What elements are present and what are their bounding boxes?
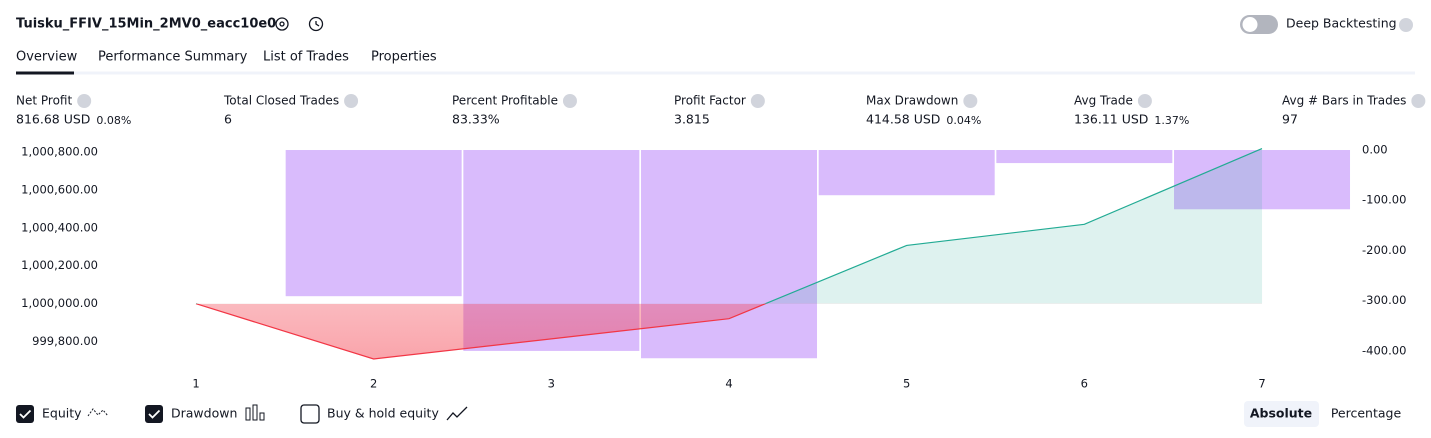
equity-icon — [87, 408, 109, 417]
metric-label: Max Drawdown — [866, 94, 958, 108]
y-tick-label: 1,000,800.00 — [21, 144, 98, 158]
tab[interactable]: Properties — [371, 50, 437, 65]
equity-line — [195, 148, 1263, 304]
x-tick-label: 2 — [370, 377, 377, 391]
metric-percent: 0.08% — [96, 114, 131, 127]
metric-value: 414.58 USD — [866, 112, 940, 127]
metric-label: Total Closed Trades — [223, 94, 339, 108]
metric-label: Net Profit — [16, 94, 72, 108]
metric-percent: 1.37% — [1154, 114, 1189, 127]
info-icon[interactable] — [963, 94, 978, 108]
tab[interactable]: List of Trades — [263, 50, 349, 65]
y-tick-label: 1,000,600.00 — [21, 182, 98, 196]
drawdown-bar — [818, 150, 995, 196]
metric-label: Avg # Bars in Trades — [1282, 94, 1406, 108]
x-tick-label: 6 — [1081, 377, 1088, 391]
metric-percent: 0.04% — [946, 114, 981, 127]
deep-backtesting-label: Deep Backtesting — [1286, 16, 1397, 31]
x-tick-label: 5 — [903, 377, 910, 391]
tab[interactable]: Overview — [16, 50, 78, 65]
info-icon[interactable] — [750, 94, 765, 108]
equity-area-negative — [196, 303, 766, 359]
y-tick-label: 1,000,400.00 — [21, 220, 98, 234]
help-icon[interactable] — [1399, 18, 1413, 32]
metric-value: 83.33% — [452, 112, 500, 127]
x-tick-label: 1 — [192, 377, 199, 391]
equity-checkbox[interactable] — [16, 405, 34, 423]
y2-tick-label: -300.00 — [1362, 293, 1406, 307]
legend-drawdown: Drawdown — [171, 406, 237, 421]
buy-hold-checkbox[interactable] — [300, 404, 320, 424]
drawdown-bar — [1174, 150, 1351, 210]
drawdown-bar — [996, 150, 1173, 164]
absolute-button[interactable]: Absolute — [1250, 406, 1312, 421]
equity-area-positive — [196, 148, 1263, 304]
tab[interactable]: Performance Summary — [98, 50, 248, 65]
legend-equity: Equity — [42, 406, 82, 421]
x-tick-label: 7 — [1258, 377, 1265, 391]
y2-tick-label: 0.00 — [1362, 143, 1388, 157]
metric-value: 3.815 — [674, 112, 710, 127]
metric-value: 816.68 USD — [16, 112, 90, 127]
drawdown-bar — [641, 150, 818, 359]
metric-value: 136.11 USD — [1074, 112, 1148, 127]
x-tick-label: 4 — [725, 377, 732, 391]
info-icon[interactable] — [562, 94, 577, 108]
metric-label: Profit Factor — [674, 94, 746, 108]
y-tick-label: 1,000,200.00 — [21, 258, 98, 272]
y2-tick-label: -100.00 — [1362, 193, 1406, 207]
replay-icon[interactable] — [308, 16, 324, 32]
metric-value: 6 — [224, 112, 232, 127]
deep-backtesting-toggle[interactable] — [1240, 15, 1278, 34]
drawdown-checkbox[interactable] — [145, 405, 163, 423]
metric-label: Percent Profitable — [452, 94, 558, 108]
absolute-button-bg[interactable] — [1244, 401, 1319, 427]
legend-buy-hold: Buy & hold equity — [327, 406, 439, 421]
percentage-button[interactable]: Percentage — [1331, 406, 1402, 421]
metric-label: Avg Trade — [1074, 94, 1133, 108]
y-tick-label: 1,000,000.00 — [21, 296, 98, 310]
info-icon[interactable] — [77, 94, 92, 108]
drawdown-bar — [285, 150, 462, 297]
info-icon[interactable] — [344, 94, 359, 108]
settings-icon[interactable] — [275, 17, 289, 31]
equity-line-negative — [195, 303, 767, 360]
y2-tick-label: -400.00 — [1362, 343, 1406, 357]
strategy-title: Tuisku_FFIV_15Min_2MV0_eacc10e0 — [16, 17, 276, 32]
x-tick-label: 3 — [548, 377, 555, 391]
y2-tick-label: -200.00 — [1362, 243, 1406, 257]
metric-value: 97 — [1282, 112, 1298, 127]
buy-hold-icon — [446, 406, 468, 421]
info-icon[interactable] — [1137, 94, 1152, 108]
y-tick-label: 999,800.00 — [32, 334, 98, 348]
info-icon[interactable] — [1411, 94, 1426, 108]
drawdown-icon — [245, 404, 265, 421]
